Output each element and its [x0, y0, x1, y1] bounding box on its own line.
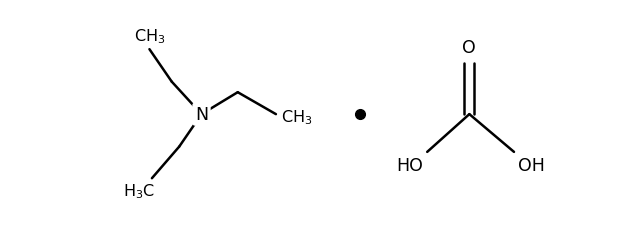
Text: CH$_3$: CH$_3$	[134, 27, 165, 46]
Text: O: O	[463, 39, 476, 57]
Text: HO: HO	[396, 157, 423, 175]
Text: OH: OH	[518, 157, 545, 175]
Text: N: N	[195, 106, 208, 123]
Text: CH$_3$: CH$_3$	[281, 108, 312, 127]
Text: H$_3$C: H$_3$C	[124, 182, 156, 200]
